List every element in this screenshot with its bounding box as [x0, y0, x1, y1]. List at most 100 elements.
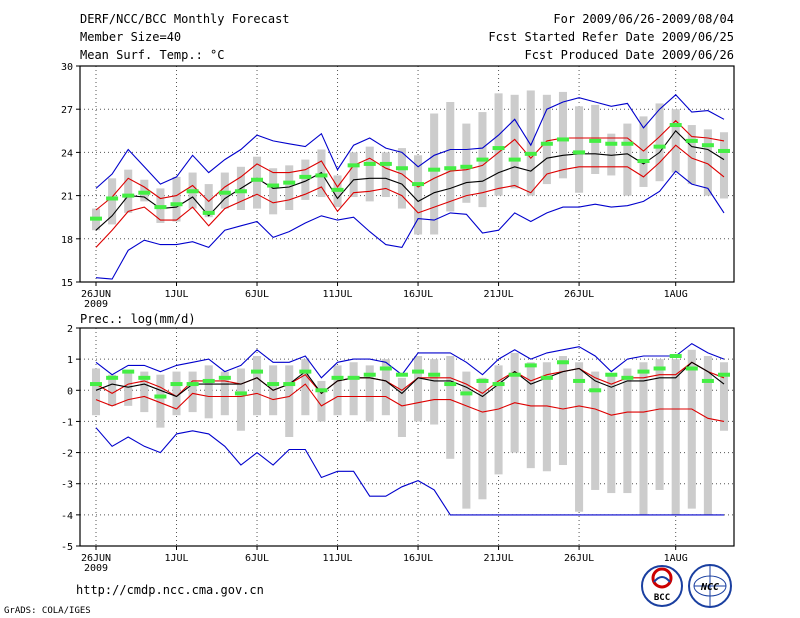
spread-box: [220, 172, 229, 209]
y-tick-label: -2: [61, 449, 73, 460]
observed-marker: [476, 157, 489, 162]
source-url: http://cmdp.ncc.cma.gov.cn: [76, 583, 264, 597]
ncc-logo-text: NCC: [700, 582, 719, 593]
y-tick-label: -5: [61, 542, 73, 553]
observed-marker: [637, 369, 650, 374]
spread-box: [639, 362, 648, 515]
precip-panel-title: Prec.: log(mm/d): [80, 312, 196, 326]
y-tick-label: 15: [61, 278, 73, 289]
observed-marker: [106, 196, 119, 201]
x-tick-label: 1AUG: [664, 289, 688, 300]
observed-marker: [669, 123, 682, 128]
y-tick-label: 21: [61, 192, 73, 203]
y-tick-label: 30: [61, 62, 73, 73]
observed-marker: [589, 388, 602, 393]
bcc-logo-text: BCC: [654, 593, 670, 603]
observed-marker: [669, 354, 682, 359]
observed-marker: [347, 375, 360, 380]
series-line-median: [95, 361, 725, 398]
x-tick-label: 21JUL: [484, 553, 514, 564]
spread-box: [671, 359, 680, 515]
spread-box: [671, 109, 680, 173]
observed-marker: [412, 182, 425, 187]
spread-box: [510, 94, 519, 189]
observed-marker: [283, 180, 296, 185]
observed-marker: [379, 161, 392, 166]
observed-marker: [122, 193, 135, 198]
spread-box: [719, 362, 729, 431]
spread-box: [204, 365, 213, 419]
observed-marker: [718, 372, 730, 377]
observed-marker: [573, 150, 586, 155]
y-tick-label: 27: [61, 105, 73, 116]
series-line-upper-quartile: [95, 361, 725, 398]
spread-box: [381, 152, 390, 198]
y-tick-label: -3: [61, 480, 73, 491]
temperature-panel: 15 18 21 24 27 30 26JUN 1JUL 6JUL 11JUL 16JUL 21JUL…: [61, 62, 735, 310]
observed-marker: [234, 189, 247, 194]
spread-box: [542, 362, 551, 472]
observed-marker: [90, 382, 102, 387]
observed-marker: [138, 190, 151, 195]
observed-marker: [540, 375, 553, 380]
observed-marker: [589, 138, 602, 143]
series-line-upper-quartile: [95, 119, 725, 211]
precipitation-panel: -5 -4 -3 -2 -1 0 1 2 26JUN 1JUL 6JUL 11JUL 16JUL 21JU…: [61, 324, 735, 574]
observed-marker: [347, 163, 360, 168]
x-tick-label: 6JUL: [245, 553, 269, 564]
observed-marker: [556, 360, 569, 365]
spread-box: [719, 132, 729, 199]
spread-box: [446, 356, 455, 459]
spread-box: [140, 371, 149, 413]
observed-marker: [331, 187, 344, 192]
x-year-label: 2009: [84, 563, 108, 574]
observed-marker: [331, 375, 344, 380]
plot-frame: [79, 327, 735, 547]
y-tick-label: 24: [61, 148, 73, 159]
spread-box: [381, 359, 390, 416]
observed-marker: [428, 167, 441, 172]
x-tick-label: 26JUN: [81, 553, 111, 564]
spread-box: [124, 371, 133, 406]
observed-marker: [379, 366, 392, 371]
spread-box: [253, 356, 262, 416]
observed-marker: [122, 369, 135, 374]
observed-marker: [524, 363, 537, 368]
observed-marker: [685, 366, 698, 371]
spread-box: [623, 368, 632, 494]
spread-box: [494, 93, 503, 196]
observed-marker: [299, 174, 312, 179]
spread-box: [269, 168, 278, 215]
x-tick-label: 11JUL: [322, 553, 352, 564]
observed-marker: [492, 146, 505, 151]
observed-marker: [701, 378, 714, 383]
spread-box: [558, 91, 567, 179]
x-tick-label: 26JUL: [564, 553, 594, 564]
spread-box: [365, 146, 374, 202]
grads-credit: GrADS: COLA/IGES: [4, 606, 91, 616]
observed-marker: [653, 366, 666, 371]
series-line-ensemble-max: [95, 94, 725, 189]
spread-box: [108, 374, 117, 406]
observed-marker: [202, 378, 215, 383]
spread-box: [301, 359, 310, 416]
x-year-label: 2009: [84, 299, 108, 310]
spread-box: [526, 362, 535, 469]
observed-marker: [428, 372, 441, 377]
observed-marker: [492, 382, 505, 387]
observed-marker: [476, 378, 489, 383]
observed-marker: [540, 141, 553, 146]
observed-marker: [573, 378, 586, 383]
spread-box: [220, 371, 229, 416]
observed-marker: [621, 141, 634, 146]
observed-marker: [363, 372, 376, 377]
y-tick-label: 1: [67, 355, 73, 366]
x-tick-label: 16JUL: [403, 289, 433, 300]
observed-marker: [524, 151, 537, 156]
x-tick-label: 16JUL: [403, 553, 433, 564]
spread-box: [397, 148, 406, 209]
x-tick-label: 1JUL: [164, 553, 188, 564]
observed-marker: [395, 372, 408, 377]
observed-marker: [508, 157, 521, 162]
